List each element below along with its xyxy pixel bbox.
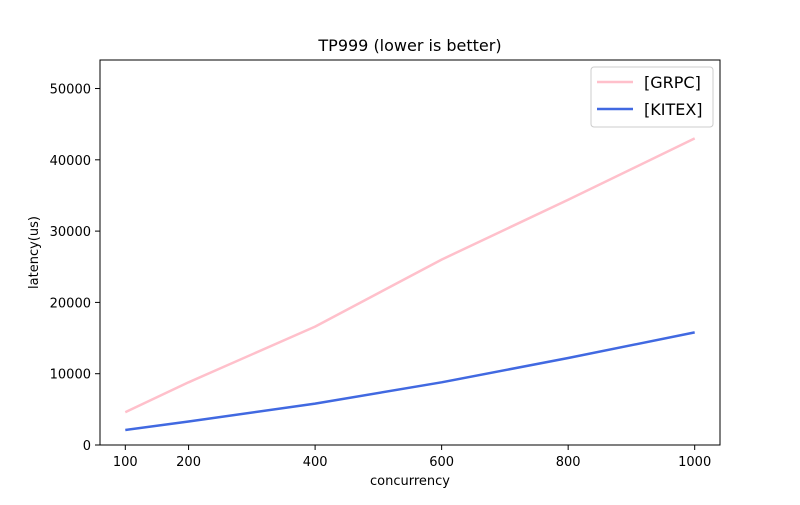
y-axis: 0 10000 20000 30000 40000 50000 xyxy=(50,83,100,454)
series-line-1 xyxy=(125,331,695,432)
x-tick-label: 100 xyxy=(113,455,138,470)
y-axis-label: latency(us) xyxy=(27,216,42,289)
x-tick-label: 400 xyxy=(303,455,328,470)
x-tick-label: 200 xyxy=(176,455,201,470)
plot-frame xyxy=(99,59,721,446)
x-tick-label: 1000 xyxy=(678,455,711,470)
chart-title: TP999 (lower is better) xyxy=(317,36,501,55)
legend: [GRPC] [KITEX] xyxy=(590,66,714,128)
legend-label: [KITEX] xyxy=(644,100,703,119)
x-tick-label: 600 xyxy=(429,455,454,470)
y-tick-label: 20000 xyxy=(50,296,91,311)
y-tick-label: 40000 xyxy=(50,154,91,169)
x-tick-label: 800 xyxy=(556,455,581,470)
y-tick-label: 10000 xyxy=(50,368,91,383)
y-tick-label: 50000 xyxy=(50,83,91,98)
x-axis-label: concurrency xyxy=(370,474,450,489)
x-axis: 100 200 400 600 800 1000 xyxy=(113,445,711,470)
y-tick-label: 0 xyxy=(83,439,91,454)
legend-label: [GRPC] xyxy=(644,73,701,92)
series-line-0 xyxy=(124,137,696,414)
y-tick-label: 30000 xyxy=(50,225,91,240)
series-layer xyxy=(124,137,696,432)
